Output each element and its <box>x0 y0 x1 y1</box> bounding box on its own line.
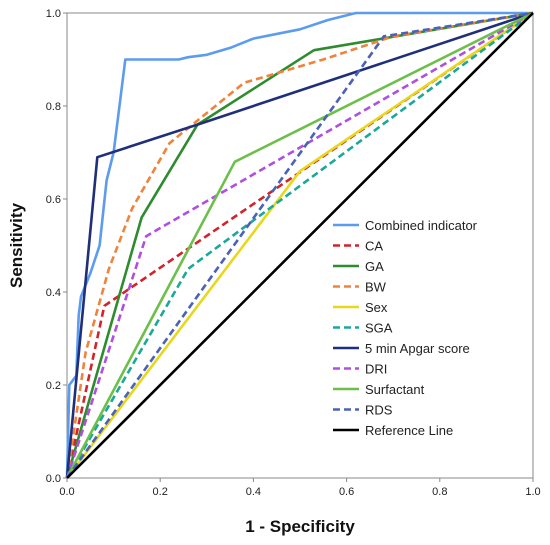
plot-frame <box>66 12 534 479</box>
x-tick-label: 1.0 <box>525 486 540 498</box>
legend-label: RDS <box>365 403 393 418</box>
legend-label: GA <box>365 259 384 274</box>
legend-label: Sex <box>365 300 388 315</box>
series-line-sga <box>65 11 534 479</box>
series-line-bw <box>65 11 534 479</box>
legend-label: CA <box>365 239 383 254</box>
series-lines <box>65 11 534 479</box>
y-tick-label: 0.6 <box>46 194 61 206</box>
axes <box>66 12 534 479</box>
series-line-rds <box>65 11 534 479</box>
legend: Combined indicator CA GA BW Sex SGA 5 min Apga… <box>333 218 478 438</box>
y-tick-label: 0.0 <box>46 473 61 485</box>
x-tick-label: 0.2 <box>153 486 168 498</box>
legend-label: DRI <box>365 362 387 377</box>
series-line-surfactant <box>65 11 534 479</box>
x-tick-label: 0.8 <box>432 486 447 498</box>
series-line-dri <box>65 11 534 479</box>
y-axis-title: Sensitivity <box>7 202 26 288</box>
y-tick-label: 1.0 <box>46 8 61 20</box>
x-tick-label: 0.4 <box>246 486 261 498</box>
y-tick-label: 0.4 <box>46 287 61 299</box>
series-line-reference-line <box>66 12 534 479</box>
series-line-sex <box>65 11 534 479</box>
legend-label: 5 min Apgar score <box>365 341 470 356</box>
legend-label: Surfactant <box>365 382 425 397</box>
legend-label: Reference Line <box>365 423 453 438</box>
legend-label: SGA <box>365 321 393 336</box>
x-tick-label: 0.0 <box>59 486 74 498</box>
y-tick-label: 0.8 <box>46 101 61 113</box>
y-tick-label: 0.2 <box>46 380 61 392</box>
tick-labels: 0.0 0.2 0.4 0.6 0.8 1.0 0.0 0.2 0.4 0.6 0.8 1.0 <box>46 8 541 498</box>
x-tick-label: 0.6 <box>339 486 354 498</box>
legend-label: Combined indicator <box>365 218 478 233</box>
series-line-5-min-apgar-score <box>65 11 534 479</box>
series-line-combined-indicator <box>65 11 533 479</box>
x-axis-title: 1 - Specificity <box>245 517 355 536</box>
legend-label: BW <box>365 280 387 295</box>
